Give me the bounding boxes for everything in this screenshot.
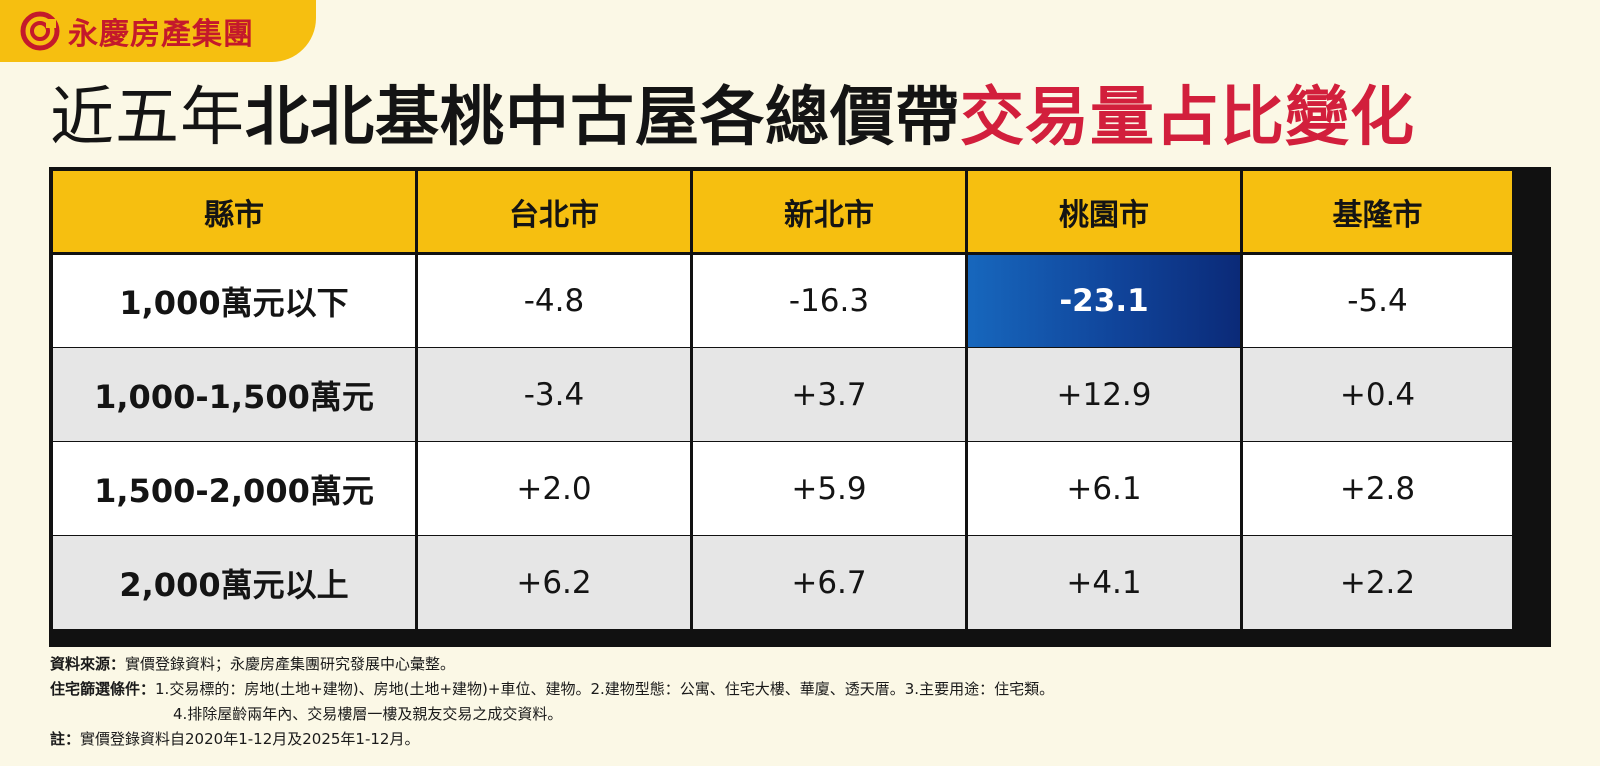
criteria-note-continued: 4.排除屋齡兩年內、交易樓層一樓及親友交易之成交資料。 <box>50 702 1550 727</box>
table-row: 1,000萬元以下 -4.8 -16.3 -23.1 -5.4 <box>53 255 1512 347</box>
remark-label: 註： <box>50 730 81 748</box>
value-cell: +4.1 <box>968 536 1240 629</box>
table-row: 1,500-2,000萬元 +2.0 +5.9 +6.1 +2.8 <box>53 442 1512 535</box>
criteria-text-2: 4.排除屋齡兩年內、交易樓層一樓及親友交易之成交資料。 <box>173 705 563 723</box>
value-cell: +0.4 <box>1243 348 1512 441</box>
header-cell: 台北市 <box>418 171 690 252</box>
title-part-1: 近五年 <box>50 81 245 155</box>
table-row: 1,000-1,500萬元 -3.4 +3.7 +12.9 +0.4 <box>53 348 1512 441</box>
value-cell: -3.4 <box>418 348 690 441</box>
header-cell: 新北市 <box>693 171 965 252</box>
brand-name: 永慶房產集團 <box>68 17 254 52</box>
highlighted-value-cell: -23.1 <box>968 255 1240 347</box>
footnotes: 資料來源： 實價登錄資料；永慶房產集團研究發展中心彙整。 住宅篩選條件： 1.交… <box>50 652 1550 752</box>
page-title: 近五年北北基桃中古屋各總價帶交易量占比變化 <box>50 80 1550 156</box>
source-label: 資料來源： <box>50 655 126 673</box>
criteria-note: 住宅篩選條件： 1.交易標的：房地(土地+建物)、房地(土地+建物)+車位、建物… <box>50 677 1550 702</box>
title-part-2: 北北基桃中古屋各總價帶 <box>245 81 960 155</box>
value-cell: +2.0 <box>418 442 690 535</box>
source-note: 資料來源： 實價登錄資料；永慶房產集團研究發展中心彙整。 <box>50 652 1550 677</box>
value-cell: -16.3 <box>693 255 965 347</box>
value-cell: -5.4 <box>1243 255 1512 347</box>
header-cell: 基隆市 <box>1243 171 1512 252</box>
row-label: 1,500-2,000萬元 <box>53 442 415 535</box>
header-cell: 桃園市 <box>968 171 1240 252</box>
row-label: 2,000萬元以上 <box>53 536 415 629</box>
value-cell: +6.2 <box>418 536 690 629</box>
value-cell: +12.9 <box>968 348 1240 441</box>
value-cell: +2.8 <box>1243 442 1512 535</box>
value-cell: -4.8 <box>418 255 690 347</box>
value-cell: +6.7 <box>693 536 965 629</box>
value-cell: +3.7 <box>693 348 965 441</box>
header-row: 縣市 台北市 新北市 桃園市 基隆市 <box>53 171 1512 252</box>
source-text: 實價登錄資料；永慶房產集團研究發展中心彙整。 <box>125 655 456 673</box>
header-cell: 縣市 <box>53 171 415 252</box>
criteria-text-1: 1.交易標的：房地(土地+建物)、房地(土地+建物)+車位、建物。2.建物型態：… <box>155 680 1055 698</box>
yungching-logo-icon <box>20 11 60 51</box>
row-label: 1,000萬元以下 <box>53 255 415 347</box>
value-cell: +6.1 <box>968 442 1240 535</box>
remark-text: 實價登錄資料自2020年1-12月及2025年1-12月。 <box>80 730 420 748</box>
row-label: 1,000-1,500萬元 <box>53 348 415 441</box>
title-part-3: 交易量占比變化 <box>960 81 1415 155</box>
remark-note: 註： 實價登錄資料自2020年1-12月及2025年1-12月。 <box>50 727 1550 752</box>
table-row: 2,000萬元以上 +6.2 +6.7 +4.1 +2.2 <box>53 536 1512 629</box>
value-cell: +2.2 <box>1243 536 1512 629</box>
data-table: 縣市 台北市 新北市 桃園市 基隆市 1,000萬元以下 -4.8 -16.3 … <box>49 167 1551 647</box>
brand-banner: 永慶房產集團 <box>0 0 316 62</box>
criteria-label: 住宅篩選條件： <box>50 680 156 698</box>
value-cell: +5.9 <box>693 442 965 535</box>
